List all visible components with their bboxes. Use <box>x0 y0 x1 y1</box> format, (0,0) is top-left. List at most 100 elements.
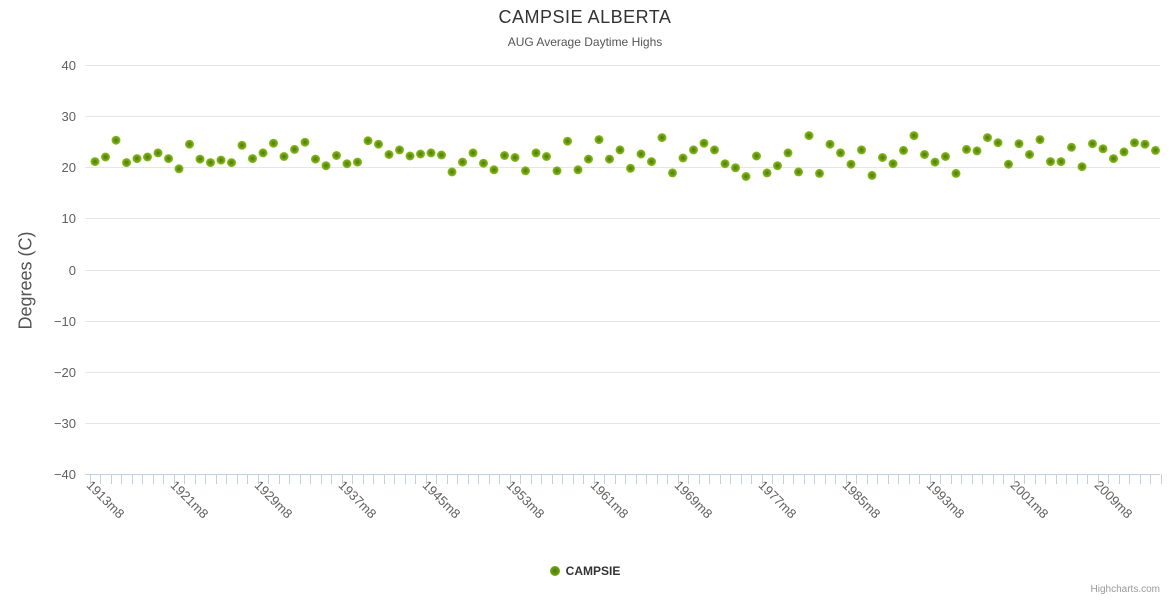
data-point[interactable] <box>122 158 131 168</box>
data-point[interactable] <box>794 167 803 177</box>
data-point[interactable] <box>248 154 257 164</box>
data-point[interactable] <box>489 165 499 175</box>
data-point[interactable] <box>363 136 373 146</box>
data-point[interactable] <box>1025 150 1034 159</box>
highcharts-credits-link[interactable]: Highcharts.com <box>1090 584 1160 595</box>
data-point[interactable] <box>342 159 352 169</box>
data-point[interactable] <box>153 148 163 158</box>
data-point[interactable] <box>300 137 310 147</box>
data-point[interactable] <box>1035 135 1045 145</box>
data-point[interactable] <box>384 150 394 159</box>
data-point[interactable] <box>1077 162 1087 172</box>
data-point[interactable] <box>426 148 436 158</box>
data-point[interactable] <box>531 148 541 158</box>
data-point[interactable] <box>836 148 845 158</box>
data-point[interactable] <box>332 151 341 160</box>
data-point[interactable] <box>773 161 782 171</box>
data-point[interactable] <box>237 140 247 150</box>
data-point[interactable] <box>206 158 215 168</box>
data-point[interactable] <box>804 131 814 141</box>
data-point[interactable] <box>573 165 583 175</box>
data-point[interactable] <box>710 145 719 155</box>
data-point[interactable] <box>1056 157 1066 167</box>
data-point[interactable] <box>1130 138 1139 148</box>
data-point[interactable] <box>563 136 572 146</box>
data-point[interactable] <box>605 154 614 164</box>
data-point[interactable] <box>647 157 656 167</box>
data-point[interactable] <box>1014 139 1024 149</box>
data-point[interactable] <box>216 155 226 165</box>
data-point[interactable] <box>594 135 604 145</box>
data-point[interactable] <box>552 166 562 176</box>
data-point[interactable] <box>90 157 100 167</box>
data-point[interactable] <box>1004 159 1013 169</box>
data-point[interactable] <box>500 151 509 160</box>
data-point[interactable] <box>1140 139 1150 149</box>
data-point[interactable] <box>447 167 457 177</box>
data-point[interactable] <box>321 161 331 171</box>
data-point[interactable] <box>857 145 866 155</box>
data-point[interactable] <box>416 149 425 159</box>
data-point[interactable] <box>164 154 173 164</box>
data-point[interactable] <box>731 163 740 173</box>
data-point[interactable] <box>185 139 194 149</box>
data-point[interactable] <box>678 153 688 163</box>
data-point[interactable] <box>290 144 299 154</box>
data-point[interactable] <box>584 154 593 164</box>
data-point[interactable] <box>657 133 667 143</box>
data-point[interactable] <box>542 152 551 161</box>
data-point[interactable] <box>972 146 982 156</box>
data-point[interactable] <box>1151 145 1160 155</box>
data-point[interactable] <box>353 157 362 167</box>
data-point[interactable] <box>920 150 929 159</box>
legend-item-campsie[interactable]: CAMPSIE <box>0 564 1170 578</box>
data-point[interactable] <box>867 170 877 180</box>
data-point[interactable] <box>1119 147 1129 157</box>
data-point[interactable] <box>1088 139 1097 149</box>
data-point[interactable] <box>174 164 184 174</box>
data-point[interactable] <box>1046 157 1055 167</box>
data-point[interactable] <box>510 153 520 162</box>
data-point[interactable] <box>458 157 467 167</box>
data-point[interactable] <box>783 148 793 158</box>
data-point[interactable] <box>132 154 142 164</box>
data-point[interactable] <box>143 152 152 162</box>
data-point[interactable] <box>941 152 950 161</box>
data-point[interactable] <box>983 133 992 143</box>
data-point[interactable] <box>689 145 698 155</box>
data-point[interactable] <box>374 139 383 149</box>
data-point[interactable] <box>269 138 278 148</box>
data-point[interactable] <box>405 151 415 161</box>
data-point[interactable] <box>437 150 446 160</box>
data-point[interactable] <box>993 138 1003 148</box>
data-point[interactable] <box>279 152 289 161</box>
data-point[interactable] <box>930 157 940 167</box>
data-point[interactable] <box>878 153 887 162</box>
data-point[interactable] <box>909 131 919 141</box>
data-point[interactable] <box>699 138 709 148</box>
data-point[interactable] <box>720 159 730 169</box>
data-point[interactable] <box>258 148 268 158</box>
data-point[interactable] <box>101 152 110 162</box>
data-point[interactable] <box>521 166 530 176</box>
data-point[interactable] <box>762 168 772 178</box>
data-point[interactable] <box>1098 144 1108 154</box>
data-point[interactable] <box>1067 142 1076 152</box>
data-point[interactable] <box>626 163 635 173</box>
data-point[interactable] <box>962 144 971 154</box>
data-point[interactable] <box>951 168 961 178</box>
data-point[interactable] <box>195 154 205 164</box>
data-point[interactable] <box>615 145 625 155</box>
data-point[interactable] <box>311 154 320 164</box>
data-point[interactable] <box>825 139 835 149</box>
data-point[interactable] <box>479 158 488 168</box>
data-point[interactable] <box>111 135 121 145</box>
data-point[interactable] <box>1109 154 1118 164</box>
data-point[interactable] <box>752 151 761 161</box>
data-point[interactable] <box>468 148 478 158</box>
data-point[interactable] <box>846 159 856 169</box>
data-point[interactable] <box>227 158 236 168</box>
data-point[interactable] <box>741 172 751 181</box>
data-point[interactable] <box>668 168 677 178</box>
data-point[interactable] <box>636 149 646 159</box>
